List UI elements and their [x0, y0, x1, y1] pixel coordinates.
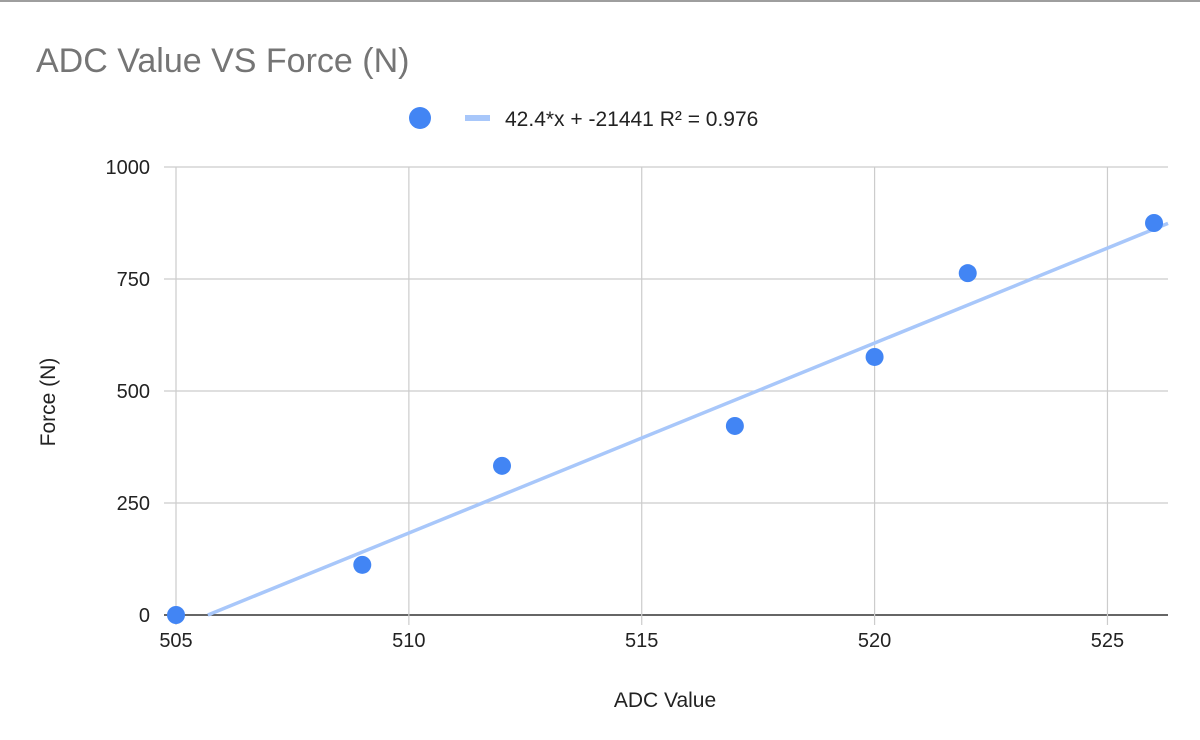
data-point — [725, 416, 744, 435]
y-tick-label: 500 — [117, 381, 150, 403]
legend-point-marker — [409, 107, 431, 129]
legend: 42.4*x + -21441 R² = 0.976 — [409, 107, 758, 131]
data-point — [1145, 214, 1164, 232]
chart-title: ADC Value VS Force (N) — [36, 42, 409, 80]
x-tick-label: 510 — [392, 630, 425, 652]
x-tick-label: 525 — [1091, 630, 1124, 652]
x-tick-label: 515 — [625, 630, 658, 652]
x-tick-label: 520 — [858, 630, 891, 652]
data-point — [865, 347, 884, 366]
y-tick-label: 0 — [139, 605, 150, 627]
data-point — [958, 264, 977, 283]
y-tick-label: 750 — [117, 269, 150, 291]
data-point — [493, 456, 512, 475]
legend-trendline-marker — [465, 115, 490, 121]
y-tick-label: 250 — [117, 493, 150, 515]
y-axis-label: Force (N) — [37, 358, 60, 447]
trendline — [207, 221, 1169, 617]
y-tick-label: 1000 — [106, 157, 151, 179]
x-axis-label: ADC Value — [614, 689, 716, 712]
x-tick-label: 505 — [159, 630, 192, 652]
data-point — [167, 606, 185, 624]
legend-trendline-label: 42.4*x + -21441 R² = 0.976 — [505, 108, 758, 131]
data-point — [353, 555, 372, 574]
